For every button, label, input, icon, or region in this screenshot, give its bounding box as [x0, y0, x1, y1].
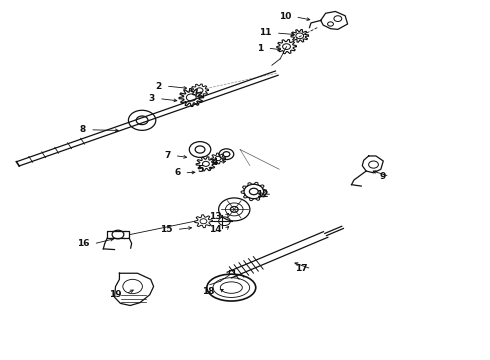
Text: 2: 2 — [156, 82, 162, 91]
Text: 10: 10 — [279, 12, 292, 21]
Text: 3: 3 — [149, 94, 155, 103]
Text: 4: 4 — [212, 158, 218, 167]
Text: 7: 7 — [164, 151, 171, 160]
Text: 18: 18 — [202, 287, 215, 296]
Text: 13: 13 — [209, 212, 221, 221]
Text: 6: 6 — [174, 168, 180, 177]
Text: 12: 12 — [256, 190, 269, 199]
Text: 14: 14 — [209, 225, 221, 234]
Text: 16: 16 — [77, 239, 90, 248]
Text: 1: 1 — [257, 44, 264, 53]
Text: 15: 15 — [160, 225, 172, 234]
Text: 17: 17 — [295, 265, 308, 274]
Text: 8: 8 — [80, 125, 86, 134]
Text: 11: 11 — [259, 28, 272, 37]
Text: 9: 9 — [379, 172, 386, 181]
Text: 5: 5 — [197, 165, 203, 174]
Text: 19: 19 — [109, 289, 122, 298]
